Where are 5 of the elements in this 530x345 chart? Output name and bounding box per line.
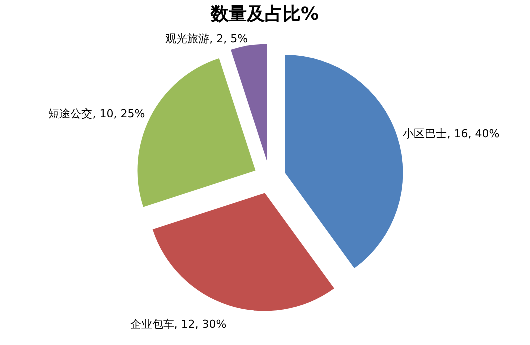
slice-label: 企业包车, 12, 30%: [130, 318, 227, 332]
chart-title: 数量及占比%: [210, 4, 320, 25]
slice-label: 小区巴士, 16, 40%: [403, 128, 500, 141]
slice-label: 观光旅游, 2, 5%: [166, 32, 248, 46]
slice-label: 短途公交, 10, 25%: [48, 107, 146, 120]
